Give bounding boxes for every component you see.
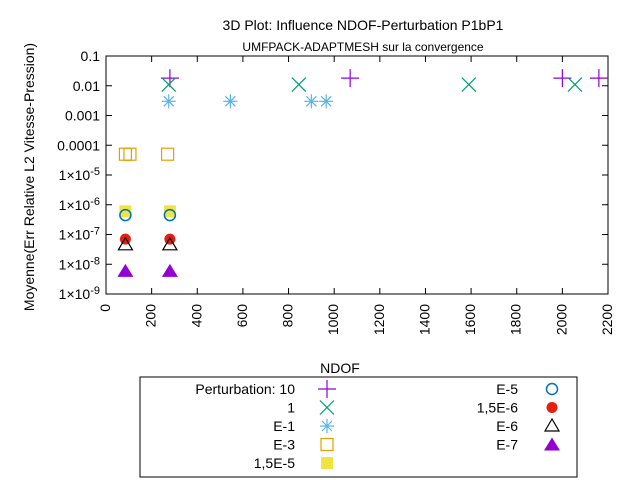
point-s1-2	[461, 77, 477, 92]
legend: Perturbation: 10 1 E-1 E-3 1,5E-5 E-5 1,5E-6 E-…	[195, 380, 561, 471]
x-tick-label-10: 2000	[553, 304, 569, 335]
legend-marker-4	[321, 457, 333, 469]
legend-marker-0	[318, 380, 336, 398]
y-axis-label: Moyenne(Err Relative L2 Vitesse-Pression…	[21, 43, 37, 311]
point-s5-0	[119, 208, 132, 222]
plot-frame	[105, 55, 609, 295]
legend-marker-8	[544, 437, 560, 451]
legend-label-6: 1,5E-6	[477, 400, 518, 416]
y-tick-label-8: 0.1	[81, 48, 101, 64]
point-s1-3	[567, 77, 583, 92]
point-s2-1	[223, 94, 238, 109]
chart-subtitle: UMFPACK-ADAPTMESH sur la convergence	[242, 40, 484, 54]
legend-label-2: E-1	[273, 418, 295, 434]
point-s4-1	[163, 205, 176, 218]
legend-label-5: E-5	[496, 381, 518, 397]
legend-marker-3	[320, 437, 334, 452]
legend-label-3: E-3	[273, 437, 295, 453]
x-axis-label: NDOF	[320, 360, 360, 376]
point-s1-1	[291, 77, 307, 92]
point-s2-2	[304, 94, 319, 109]
y-tick-label-0: 1×10-9	[59, 285, 100, 302]
x-tick-label-9: 1800	[508, 304, 524, 335]
point-s4-0	[119, 205, 132, 218]
point-s7-0	[117, 236, 134, 251]
point-s0-3	[589, 69, 608, 88]
point-s2-0	[161, 94, 176, 109]
legend-marker-5	[545, 382, 559, 396]
legend-label-0: Perturbation: 10	[195, 381, 295, 397]
y-tick-label-7: 0.01	[73, 78, 100, 94]
legend-label-4: 1,5E-5	[254, 455, 295, 471]
x-tick-label-11: 2200	[599, 304, 615, 335]
legend-label-1: 1	[287, 400, 295, 416]
point-s3-0	[118, 147, 132, 161]
point-s8-1	[161, 263, 178, 277]
point-s8-0	[117, 263, 134, 277]
point-s5-1	[163, 208, 177, 222]
point-s2-3	[319, 94, 334, 109]
y-tick-label-1: 1×10-8	[59, 255, 100, 272]
x-tick-label-3: 600	[234, 304, 250, 328]
legend-box	[139, 376, 578, 478]
x-tick-label-0: 0	[97, 304, 113, 312]
point-s3-2	[161, 147, 175, 161]
x-tick-label-2: 400	[188, 304, 204, 328]
y-tick-label-5: 0.0001	[57, 137, 100, 153]
x-tick-label-7: 1400	[416, 304, 432, 335]
x-tick-label-1: 200	[143, 304, 159, 328]
point-s1-0	[161, 77, 177, 92]
legend-label-7: E-6	[496, 418, 518, 434]
x-tick-label-6: 1200	[371, 304, 387, 335]
point-s7-1	[161, 236, 178, 251]
y-tick-label-6: 0.001	[65, 108, 100, 124]
point-s0-0	[160, 69, 179, 88]
chart-title: 3D Plot: Influence NDOF-Perturbation P1b…	[223, 17, 504, 33]
point-s6-1	[164, 233, 176, 245]
legend-marker-1	[319, 400, 335, 415]
point-s3-1	[123, 147, 137, 161]
y-tick-label-3: 1×10-6	[59, 196, 100, 213]
legend-marker-2	[320, 419, 334, 433]
y-tick-label-4: 1×10-5	[59, 166, 100, 183]
legend-marker-7	[543, 417, 561, 432]
point-s6-0	[119, 233, 131, 245]
legend-label-8: E-7	[496, 437, 518, 453]
x-tick-label-4: 800	[280, 304, 296, 328]
x-tick-label-5: 1000	[325, 304, 341, 335]
y-tick-label-2: 1×10-7	[59, 226, 100, 243]
legend-marker-6	[546, 402, 558, 413]
data-points	[117, 69, 608, 277]
x-tick-label-8: 1600	[462, 304, 478, 335]
point-s0-1	[341, 69, 360, 88]
x-axis-ticks: 0 200 400 600 800 1000 1200 1400 1600 1800 2000 220…	[97, 56, 615, 335]
y-axis-ticks: 1×10-9 1×10-8 1×10-7 1×10-6 1×10-5 0.0001 0.00…	[57, 48, 608, 302]
